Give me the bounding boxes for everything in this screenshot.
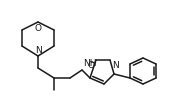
Text: N: N — [35, 45, 41, 54]
Text: O: O — [87, 61, 94, 70]
Text: O: O — [34, 24, 42, 33]
Text: N: N — [112, 61, 119, 70]
Text: NH: NH — [83, 59, 96, 69]
